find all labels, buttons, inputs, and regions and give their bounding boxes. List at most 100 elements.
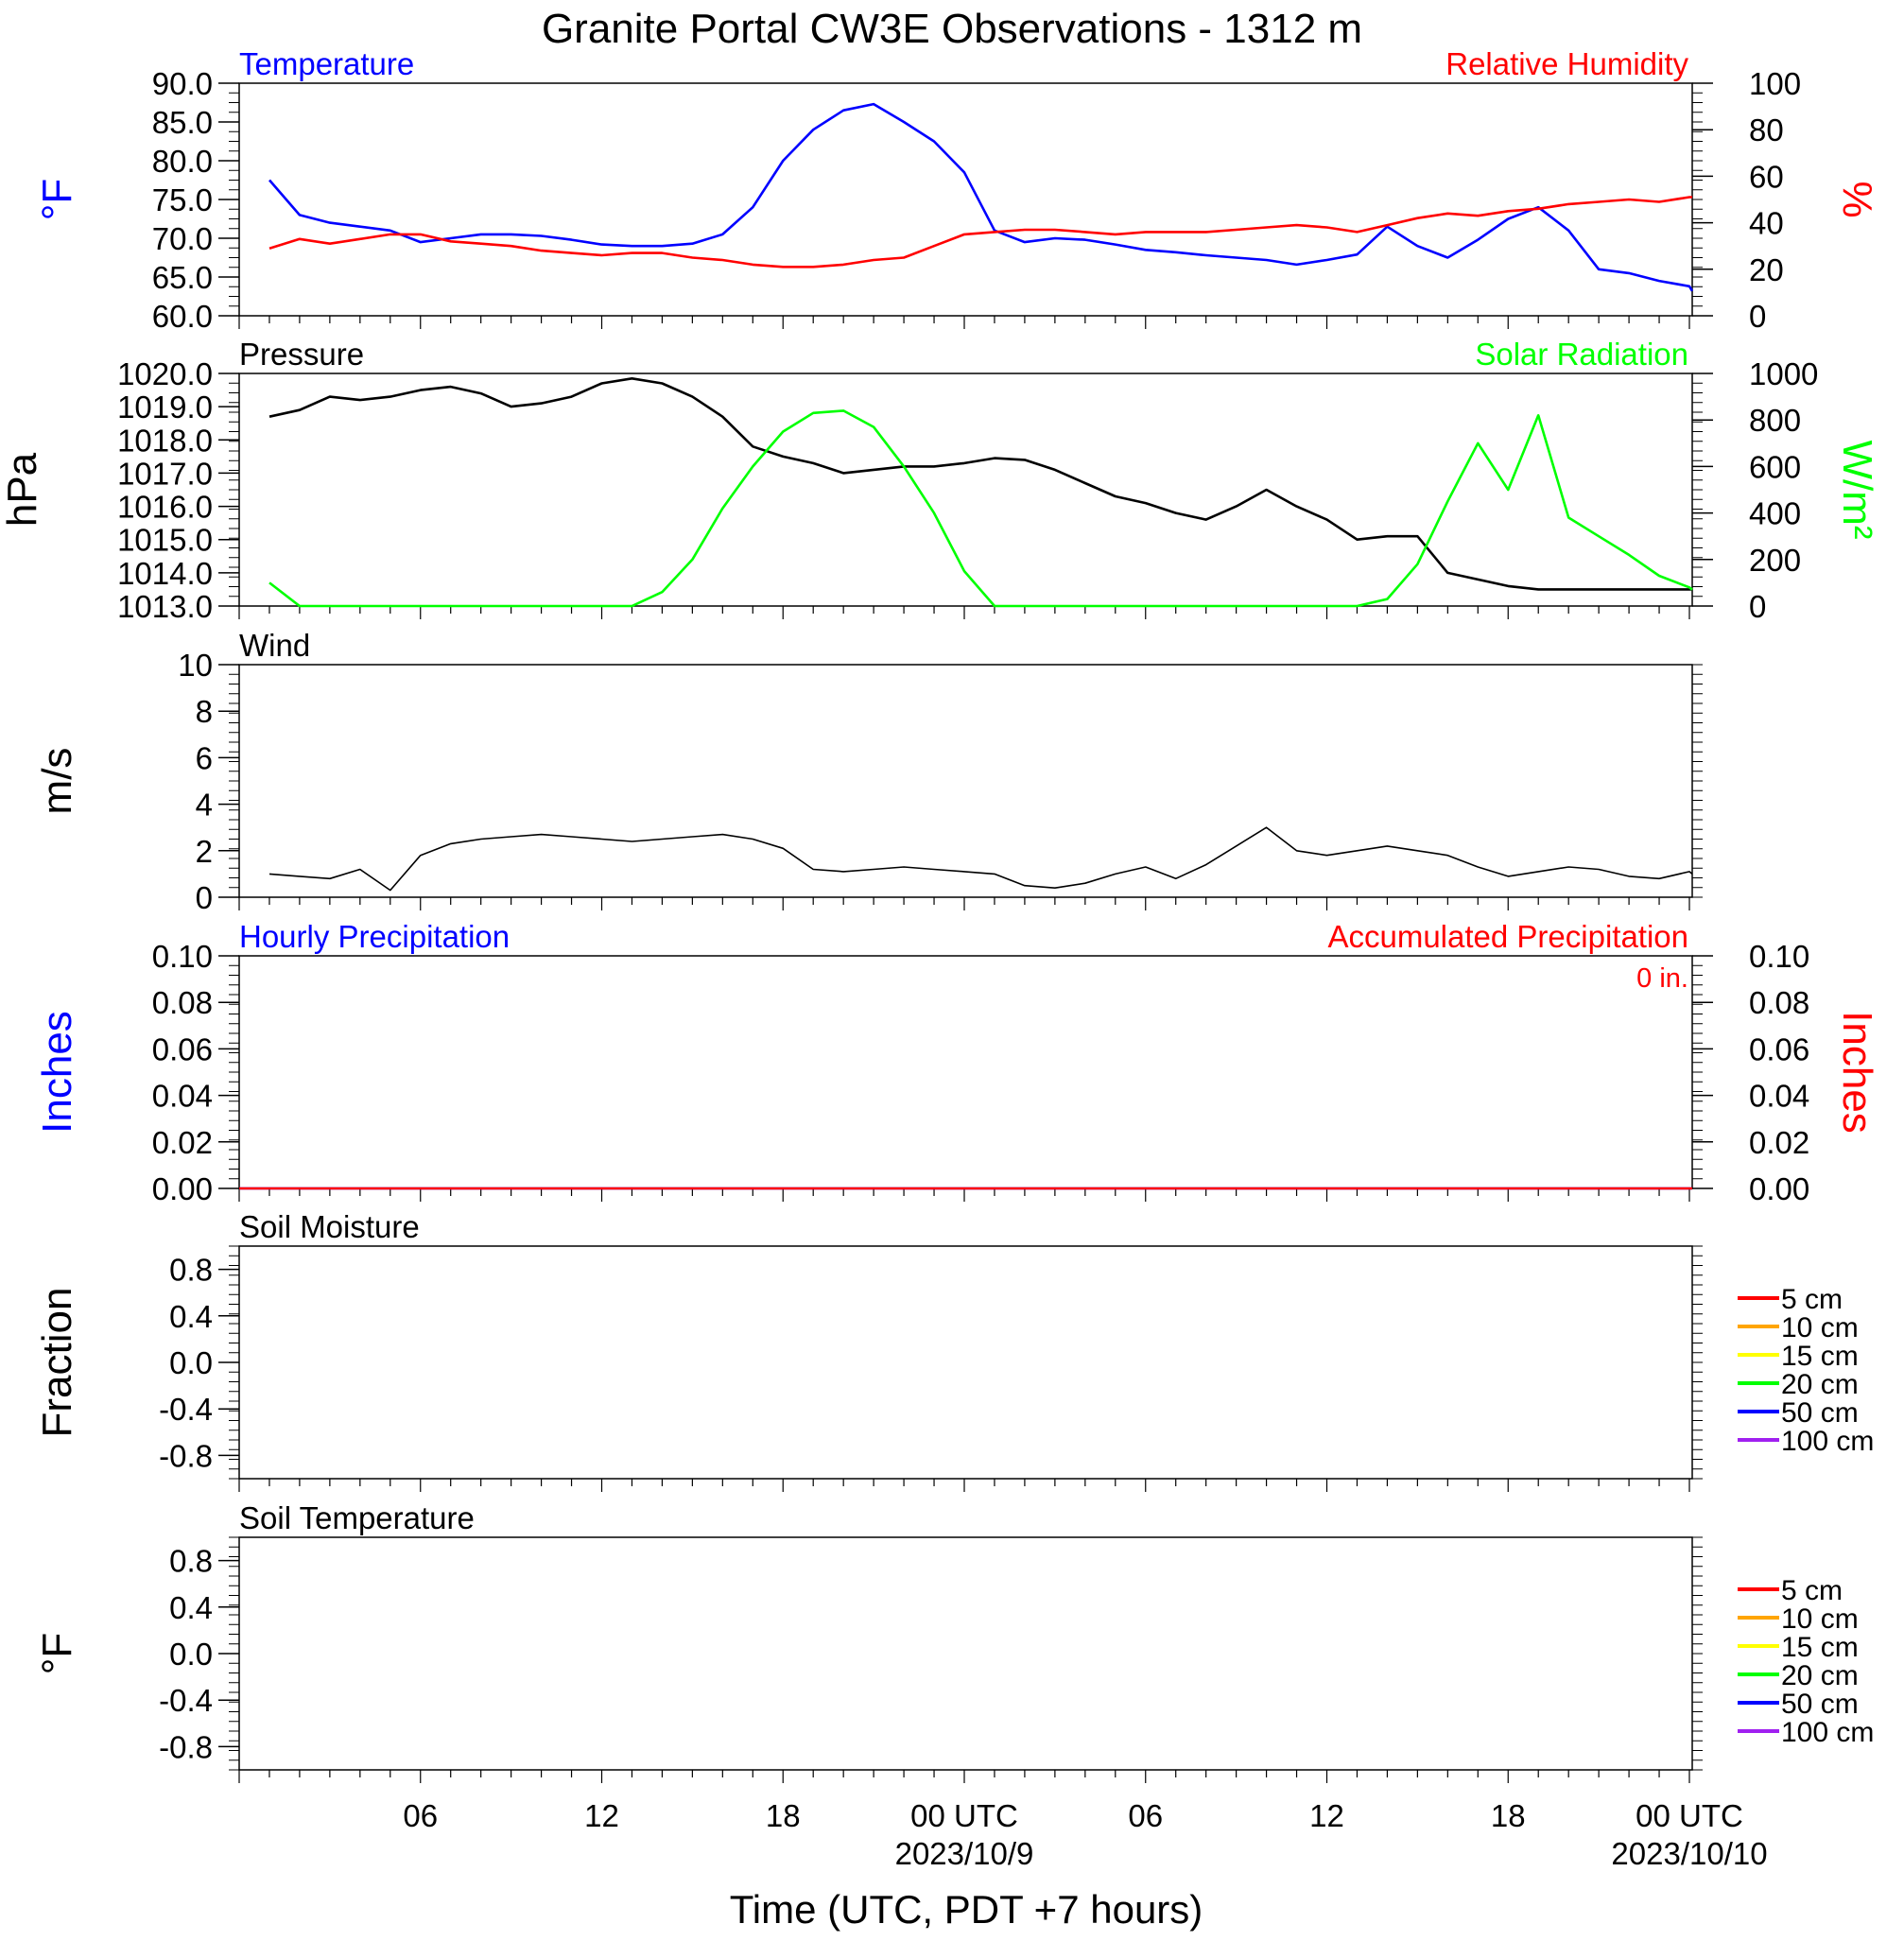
y-tick-label-left: 70.0	[152, 221, 213, 256]
panel-title-right: Solar Radiation	[1475, 337, 1688, 372]
legend-label: 100 cm	[1781, 1717, 1874, 1748]
x-axis-label: Time (UTC, PDT +7 hours)	[730, 1887, 1203, 1932]
y-tick-label-left: 60.0	[152, 299, 213, 334]
y-tick-label-left: 0.8	[169, 1253, 213, 1288]
panel-pressure-solar: 1020.01019.01018.01017.01016.01015.01014…	[0, 337, 1880, 624]
y-axis-label-right: W/m²	[1834, 440, 1880, 539]
y-tick-label-right: 400	[1749, 496, 1801, 531]
y-tick-label-left: 0.02	[152, 1125, 213, 1160]
x-tick-label: 18	[1491, 1798, 1526, 1833]
x-tick-label: 06	[403, 1798, 438, 1833]
legend-label: 20 cm	[1781, 1369, 1859, 1400]
y-tick-label-left: 0.10	[152, 939, 213, 974]
y-tick-label-left: 0.08	[152, 985, 213, 1020]
legend-label: 10 cm	[1781, 1603, 1859, 1635]
y-tick-label-right: 600	[1749, 449, 1801, 484]
y-tick-label-left: 0.0	[169, 1345, 213, 1380]
y-tick-label-left: 90.0	[152, 66, 213, 101]
y-tick-label-left: 0	[196, 880, 213, 915]
series-line-pressure	[268, 376, 1692, 591]
y-axis-label-left: Inches	[34, 1011, 80, 1134]
x-tick-label: 12	[1309, 1798, 1344, 1833]
panel-frame	[238, 664, 1693, 898]
x-tick-label: 00 UTC	[1636, 1798, 1743, 1833]
y-tick-label-left: 10	[178, 648, 213, 683]
panel-title-left: Soil Temperature	[239, 1500, 475, 1535]
y-tick-label-left: 0.4	[169, 1590, 213, 1625]
panel-title-right: Accumulated Precipitation	[1327, 919, 1688, 954]
panel-title-left: Soil Moisture	[239, 1209, 420, 1244]
y-tick-label-right: 60	[1749, 159, 1784, 194]
legend-label: 10 cm	[1781, 1312, 1859, 1343]
x-tick-label: 12	[584, 1798, 619, 1833]
legend-label: 15 cm	[1781, 1341, 1859, 1372]
y-tick-label-right: 20	[1749, 252, 1784, 287]
x-tick-label: 06	[1128, 1798, 1163, 1833]
legend-label: 20 cm	[1781, 1660, 1859, 1691]
y-tick-label-left: 80.0	[152, 144, 213, 179]
y-tick-label-left: 1020.0	[117, 356, 213, 391]
y-axis-label-left: hPa	[0, 452, 45, 527]
y-tick-label-right: 0.00	[1749, 1171, 1809, 1206]
panel-frame	[238, 1245, 1693, 1480]
y-tick-label-left: 65.0	[152, 260, 213, 295]
y-axis-label-left: m/s	[34, 748, 80, 815]
y-tick-label-left: 85.0	[152, 105, 213, 140]
y-tick-label-right: 0	[1749, 299, 1766, 334]
legend-label: 50 cm	[1781, 1397, 1859, 1429]
y-axis-label-right: Inches	[1834, 1011, 1880, 1134]
series-line-wind	[268, 826, 1693, 892]
x-date-label: 2023/10/9	[895, 1836, 1034, 1871]
panel-title-left: Wind	[239, 628, 310, 663]
y-tick-label-left: 0.06	[152, 1031, 213, 1066]
y-tick-label-left: 4	[196, 788, 213, 823]
y-tick-label-left: 0.04	[152, 1079, 213, 1114]
y-tick-label-left: 0.8	[169, 1544, 213, 1579]
legend-label: 15 cm	[1781, 1632, 1859, 1663]
legend-label: 100 cm	[1781, 1426, 1874, 1457]
y-tick-label-right: 200	[1749, 543, 1801, 578]
legend-label: 5 cm	[1781, 1284, 1843, 1315]
y-tick-label-left: 1017.0	[117, 456, 213, 491]
y-tick-label-left: -0.4	[159, 1683, 213, 1718]
chart-title: Granite Portal CW3E Observations - 1312 …	[542, 6, 1362, 52]
panel-frame	[238, 1536, 1693, 1771]
y-tick-label-right: 800	[1749, 403, 1801, 438]
y-tick-label-right: 1000	[1749, 356, 1818, 391]
y-tick-label-right: 0	[1749, 589, 1766, 624]
panel-soil-moisture: 0.8 0.4 0.0 -0.4 -0.8 Soil Moisture Fraction 5 …	[34, 1209, 1874, 1492]
panel-title-left: Hourly Precipitation	[239, 919, 510, 954]
y-tick-label-right: 40	[1749, 206, 1784, 241]
y-tick-label-left: 0.0	[169, 1637, 213, 1672]
y-tick-label-left: 1019.0	[117, 390, 213, 425]
y-tick-label-left: 1016.0	[117, 490, 213, 525]
legend-label: 50 cm	[1781, 1689, 1859, 1720]
y-tick-label-left: 1018.0	[117, 423, 213, 458]
x-tick-label: 18	[766, 1798, 801, 1833]
y-tick-label-right: 100	[1749, 66, 1801, 101]
panels: 90.085.080.075.070.065.060.0100806040200…	[0, 46, 1880, 1783]
y-tick-label-right: 0.04	[1749, 1079, 1809, 1114]
y-tick-label-left: 0.4	[169, 1299, 213, 1334]
y-axis-label-left: °F	[34, 1633, 80, 1674]
legend-label: 5 cm	[1781, 1575, 1843, 1606]
y-tick-label-left: 2	[196, 834, 213, 869]
panel-wind: 10 8 6 4 2 0 Wind m/s	[34, 628, 1703, 915]
y-tick-label-left: 75.0	[152, 182, 213, 217]
x-tick-label: 00 UTC	[910, 1798, 1018, 1833]
y-tick-label-left: -0.8	[159, 1438, 213, 1473]
panel-temperature-humidity: 90.0 85.0 80.075.0 70.0 65.0 60.0 100 80 60 40 20 0…	[34, 46, 1880, 334]
x-date-label: 2023/10/10	[1611, 1836, 1767, 1871]
panel-title-left: Temperature	[239, 46, 414, 81]
series-line-relative-humidity	[268, 196, 1692, 269]
y-tick-label-left: -0.8	[159, 1729, 213, 1764]
y-axis-label-left: Fraction	[34, 1288, 80, 1438]
y-tick-label-right: 0.08	[1749, 985, 1809, 1020]
y-tick-label-left: 1014.0	[117, 556, 213, 591]
y-tick-label-left: -0.4	[159, 1392, 213, 1427]
panel-title-left: Pressure	[239, 337, 364, 372]
precipitation-total: 0 in.	[1636, 963, 1688, 994]
